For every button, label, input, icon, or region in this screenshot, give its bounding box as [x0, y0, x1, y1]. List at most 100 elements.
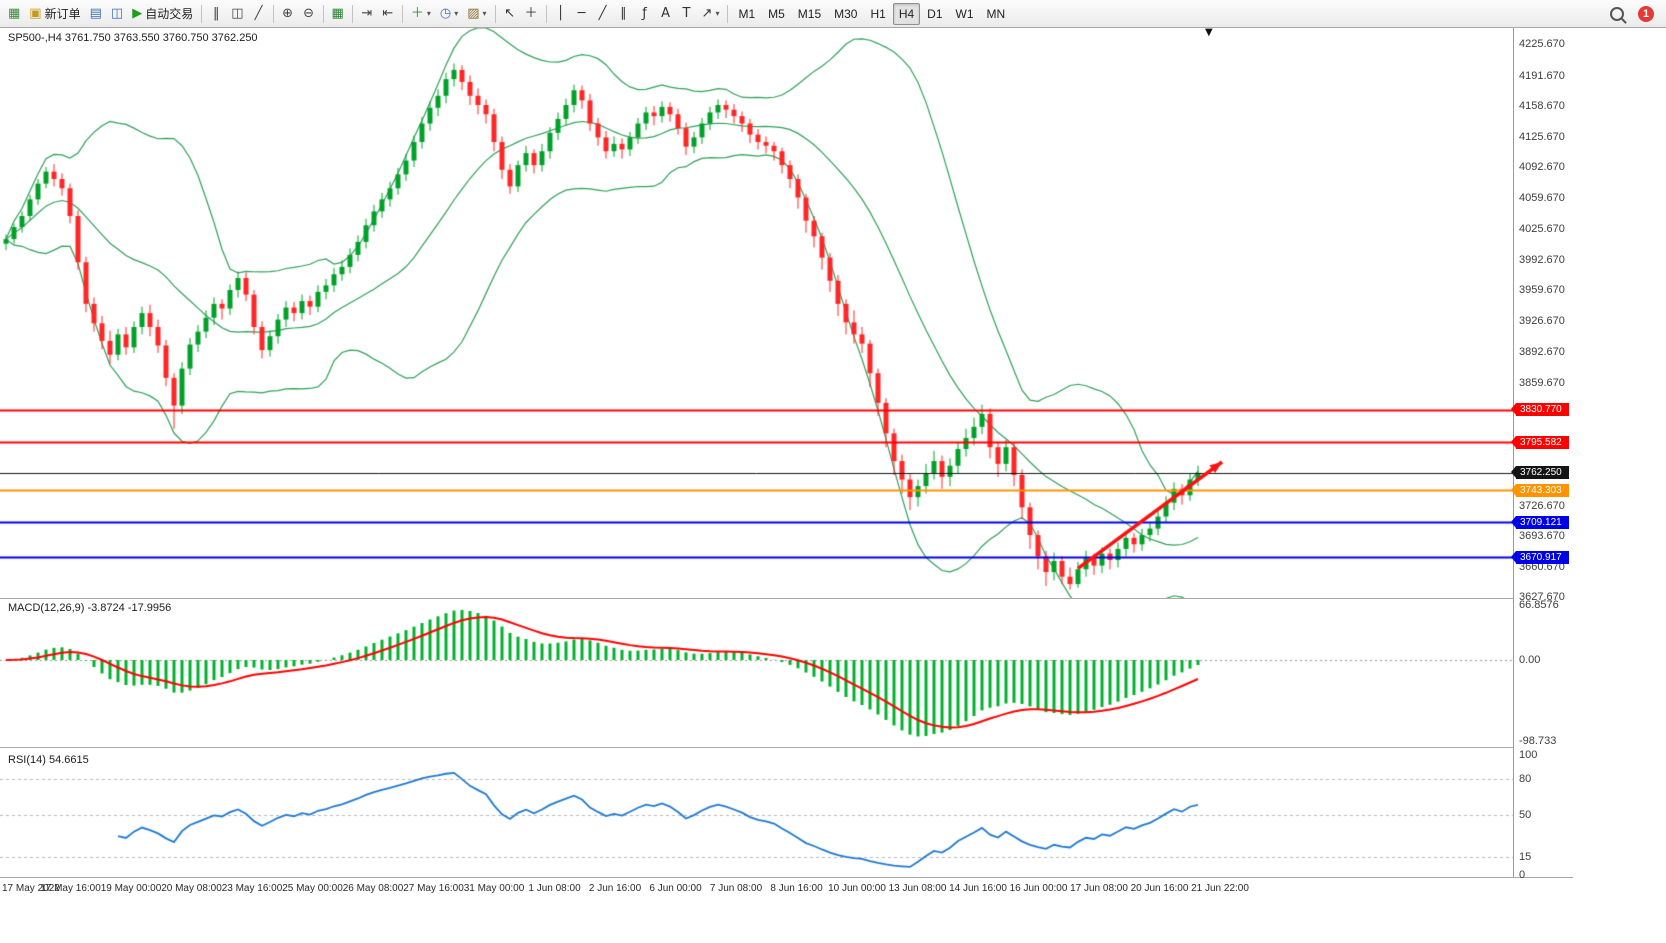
timeframe-m15-button[interactable]: M15 — [792, 3, 827, 25]
toolbar-separator — [351, 4, 353, 23]
timeframe-m30-button-label: M30 — [834, 6, 858, 21]
autotrading-button[interactable]: ▶ 自动交易 — [128, 3, 197, 25]
panel-splitter-macd[interactable] — [0, 598, 1573, 599]
macd-axis-label: -98.733 — [1519, 735, 1557, 747]
fibonacci-button[interactable]: ƒ — [635, 3, 655, 25]
timeframe-mn-button[interactable]: MN — [981, 3, 1012, 25]
arrows-icon: ↗ — [701, 6, 713, 21]
vertical-line-icon: │ — [556, 6, 565, 21]
candlestick-chart-button[interactable]: ◫ — [227, 3, 247, 25]
trendline-button[interactable]: ╱ — [593, 3, 613, 25]
toolbar-separator — [401, 4, 403, 23]
rsi-axis-label: 0 — [1519, 869, 1526, 881]
channel-button[interactable]: ∥ — [614, 3, 634, 25]
charts-button[interactable]: ▤ — [86, 3, 106, 25]
text-button[interactable]: A — [656, 3, 676, 25]
price-axis-label: 4191.670 — [1519, 69, 1565, 82]
price-axis-label: 3959.670 — [1519, 284, 1565, 297]
crosshair-button[interactable]: ＋ — [521, 3, 542, 25]
toolbar-separator — [545, 4, 547, 23]
time-axis-border — [0, 877, 1573, 878]
price-axis-label: 3892.670 — [1519, 346, 1565, 359]
timeframe-m30-button[interactable]: M30 — [828, 3, 863, 25]
arrows-button[interactable]: ↗ ▾ — [698, 3, 724, 25]
price-tag: 3709.121 — [1511, 515, 1569, 529]
chart-shift-button[interactable]: ⇤ — [378, 3, 398, 25]
time-axis-label: 17 Jun 08:00 — [1070, 883, 1128, 894]
data-window-button[interactable]: ◫ — [107, 3, 127, 25]
text-icon: A — [661, 6, 670, 21]
timeframe-h4-button-label: H4 — [898, 6, 915, 21]
auto-scroll-button[interactable]: ⇥ — [357, 3, 377, 25]
horizontal-line-button[interactable]: ─ — [572, 3, 592, 25]
trendline-icon: ╱ — [598, 6, 607, 21]
time-axis-label: 2 Jun 16:00 — [588, 883, 642, 894]
timeframe-d1-button[interactable]: D1 — [921, 3, 948, 25]
new-chart-button[interactable]: ＋ ▾ — [407, 3, 435, 25]
rsi-indicator-label: RSI(14) 54.6615 — [8, 754, 89, 766]
price-axis-label: 3859.670 — [1519, 376, 1565, 389]
time-axis-label: 16 Jun 00:00 — [1009, 883, 1068, 894]
channel-icon: ∥ — [620, 6, 627, 21]
timeframe-m5-button[interactable]: M5 — [762, 3, 791, 25]
vertical-line-button[interactable]: │ — [551, 3, 571, 25]
timeframe-m1-button[interactable]: M1 — [732, 3, 761, 25]
timeframe-w1-button-label: W1 — [955, 6, 974, 21]
price-axis-label: 3926.670 — [1519, 314, 1565, 327]
dropdown-caret-icon: ▾ — [454, 9, 459, 18]
timeframe-h1-button-label: H1 — [870, 6, 886, 21]
time-axis-label: 21 Jun 22:00 — [1191, 883, 1249, 894]
price-axis-label: 4225.670 — [1519, 38, 1565, 51]
dropdown-caret-icon: ▾ — [482, 9, 487, 18]
macd-axis-label: 0.00 — [1519, 654, 1541, 666]
zoom-in-icon: ⊕ — [282, 6, 293, 21]
horizontal-line-icon: ─ — [577, 6, 586, 21]
timeframe-w1-button[interactable]: W1 — [950, 3, 980, 25]
price-tag: 3762.250 — [1511, 466, 1569, 480]
label-button[interactable]: T — [677, 3, 697, 25]
chart-shift-marker[interactable]: ▼ — [1205, 27, 1213, 38]
macd-panel-canvas[interactable] — [0, 600, 1513, 747]
periods-button[interactable]: ◷ ▾ — [436, 3, 462, 25]
timeframe-h1-button[interactable]: H1 — [864, 3, 891, 25]
price-axis-label: 3726.670 — [1519, 499, 1565, 512]
cursor-button[interactable]: ↖ — [500, 3, 520, 25]
time-axis[interactable]: 17 May 2022 17 May 16:00 19 May 00:00 20 Ma… — [0, 878, 1513, 900]
timeframe-mn-button-label: MN — [986, 6, 1006, 21]
crosshair-icon: ＋ — [524, 6, 538, 21]
line-chart-button[interactable]: ╱ — [249, 3, 269, 25]
zoom-in-button[interactable]: ⊕ — [278, 3, 298, 25]
new-order-icon: ▣ — [29, 6, 42, 21]
panel-splitter-rsi[interactable] — [0, 747, 1573, 748]
candlestick-chart-icon: ◫ — [231, 6, 244, 21]
timeframe-m1-button-label: M1 — [738, 6, 756, 21]
time-axis-label: 17 May 16:00 — [40, 883, 101, 894]
rsi-panel-canvas[interactable] — [0, 752, 1513, 877]
time-axis-label: 19 May 00:00 — [100, 883, 162, 894]
search-button[interactable] — [1606, 3, 1628, 25]
price-axis[interactable]: 4225.670 4191.670 4158.670 4125.670 4092.670… — [1511, 28, 1666, 881]
tile-windows-icon: ▦ — [331, 6, 344, 21]
time-axis-label: 23 May 16:00 — [221, 883, 283, 894]
terminal-button[interactable]: ▦ — [4, 3, 24, 25]
rsi-axis-label: 80 — [1519, 773, 1532, 785]
timeframe-h4-button[interactable]: H4 — [892, 2, 921, 25]
bar-chart-button[interactable]: ‖ — [206, 3, 226, 25]
time-axis-label: 14 Jun 16:00 — [949, 883, 1007, 894]
price-axis-label: 4059.670 — [1519, 191, 1565, 204]
toolbar: ▦ ▣ 新订单 ▤ ◫ ▶ 自动交易 ‖ ◫ ╱ ⊕ ⊖ ▦ ⇥ ⇤ ＋ ▾ ◷ ▾ ▨ ▾ ↖ ＋ │ ─ ╱ ∥ ƒ A T ↗ ▾ M1 M… — [0, 0, 1666, 28]
time-axis-label: 31 May 00:00 — [463, 883, 525, 894]
templates-button[interactable]: ▨ ▾ — [463, 3, 490, 25]
main-chart-canvas[interactable] — [0, 28, 1513, 598]
notification-badge[interactable]: 1 — [1638, 5, 1654, 22]
timeframe-m5-button-label: M5 — [768, 6, 785, 21]
zoom-out-button[interactable]: ⊖ — [299, 3, 319, 25]
new-order-button-label: 新订单 — [44, 7, 81, 21]
time-axis-label: 20 May 08:00 — [161, 883, 222, 894]
price-axis-label: 3627.670 — [1519, 591, 1565, 604]
toolbar-right: 1 — [1606, 3, 1662, 25]
dropdown-caret-icon: ▾ — [426, 9, 431, 18]
cursor-icon: ↖ — [504, 6, 515, 21]
new-order-button[interactable]: ▣ 新订单 — [25, 3, 84, 25]
tile-windows-button[interactable]: ▦ — [328, 3, 348, 25]
